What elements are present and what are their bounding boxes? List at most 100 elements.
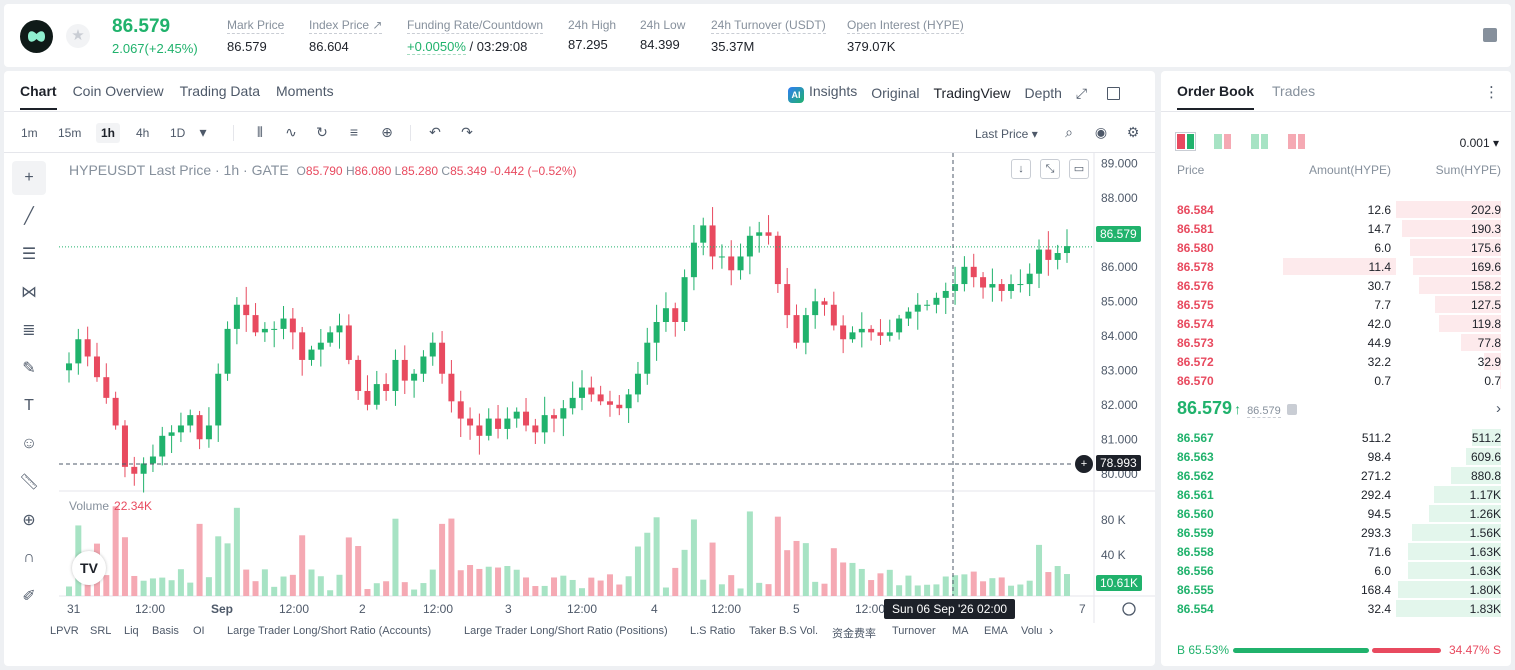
ask-row[interactable]: 86.575 7.7 127.5 [1161, 295, 1511, 314]
stat-index-price[interactable]: Index Price ↗ 86.604 [309, 18, 383, 54]
tab-trading-data[interactable]: Trading Data [179, 83, 261, 99]
zoom-in-icon[interactable]: ⊕ [22, 512, 36, 529]
ask-row[interactable]: 86.581 14.7 190.3 [1161, 219, 1511, 238]
collapse-icon[interactable]: ⤡ [1040, 159, 1060, 179]
pencil-lock-icon[interactable]: ✐ [22, 588, 36, 605]
price-source-select[interactable]: Last Price ▾ [975, 127, 1038, 141]
ask-row[interactable]: 86.570 0.7 0.7 [1161, 371, 1511, 390]
text-tool-icon[interactable]: T [24, 397, 34, 414]
fib-retracement-icon[interactable]: ≣ [22, 322, 36, 339]
gear-icon[interactable]: ⚙ [1126, 124, 1140, 140]
camera-icon[interactable]: ◉ [1094, 124, 1108, 140]
ask-row[interactable]: 86.580 6.0 175.6 [1161, 238, 1511, 257]
indicator-toggle[interactable]: OI [193, 625, 205, 637]
indicator-toggle[interactable]: MA [952, 625, 969, 637]
fit-screen-icon[interactable]: ▭ [1069, 159, 1089, 179]
mode-bids-icon[interactable] [1251, 134, 1268, 149]
indicator-toggle[interactable]: L.S Ratio [690, 625, 736, 637]
indicator-toggle[interactable]: SRL [90, 625, 112, 637]
candle-type-icon[interactable]: ⫴ [257, 124, 263, 140]
bid-row[interactable]: 86.560 94.5 1.26K [1161, 504, 1511, 523]
volume-bar [625, 576, 632, 596]
indicator-toggle[interactable]: 资金费率 [832, 628, 876, 640]
precision-select[interactable]: 0.001 ▾ [1459, 136, 1499, 150]
candle-body [233, 304, 240, 329]
ruler-icon[interactable]: 📏︎ [18, 474, 40, 491]
mode-both-icon[interactable] [1175, 132, 1196, 151]
indicator-toggle[interactable]: EMA [984, 625, 1008, 637]
parallel-channel-icon[interactable]: ☰ [21, 246, 37, 263]
interval-1m[interactable]: 1m [21, 126, 38, 140]
indicator-toggle[interactable]: Basis [152, 625, 179, 637]
interval-1d[interactable]: 1D [170, 126, 186, 140]
ask-row[interactable]: 86.578 11.4 169.6 [1161, 257, 1511, 276]
mode-both-alt-icon[interactable] [1214, 134, 1231, 149]
volume-bar [709, 542, 716, 596]
candlestick-chart[interactable]: 89.00088.00087.00086.00085.00084.00083.0… [59, 153, 1155, 666]
mid-price-row[interactable]: 86.579 ↑ 86.579 › [1177, 398, 1501, 422]
magnet-icon[interactable]: ∩ [23, 549, 35, 566]
ask-row[interactable]: 86.573 44.9 77.8 [1161, 333, 1511, 352]
more-options-icon[interactable]: ⋮ [1484, 84, 1499, 101]
indicators-icon[interactable]: ∿ [285, 124, 297, 140]
bid-row[interactable]: 86.559 293.3 1.56K [1161, 523, 1511, 542]
brush-icon[interactable]: ✎ [22, 360, 36, 377]
indicator-toggle[interactable]: LPVR [50, 625, 79, 637]
tab-moments[interactable]: Moments [276, 83, 334, 99]
view-tradingview[interactable]: TradingView [933, 85, 1011, 101]
tab-chart[interactable]: Chart [20, 83, 57, 110]
favorite-star-icon[interactable]: ★ [66, 24, 90, 48]
bid-row[interactable]: 86.554 32.4 1.83K [1161, 599, 1511, 618]
redo-icon[interactable]: ↷ [461, 124, 473, 140]
add-alert-icon[interactable]: ⊕ [381, 124, 393, 140]
emoji-icon[interactable]: ☺ [20, 435, 38, 452]
tab-trades[interactable]: Trades [1272, 83, 1316, 99]
ask-row[interactable]: 86.584 12.6 202.9 [1161, 200, 1511, 219]
scroll-down-icon[interactable]: ↓ [1011, 159, 1031, 179]
bid-price: 86.554 [1177, 602, 1214, 616]
interval-4h[interactable]: 4h [136, 126, 150, 140]
tab-order-book[interactable]: Order Book [1177, 83, 1255, 110]
bid-row[interactable]: 86.556 6.0 1.63K [1161, 561, 1511, 580]
indicator-toggle[interactable]: Liq [124, 625, 139, 637]
ask-row[interactable]: 86.572 32.2 32.9 [1161, 352, 1511, 371]
indicator-toggle[interactable]: Large Trader Long/Short Ratio (Accounts) [227, 625, 432, 637]
search-icon[interactable]: ⌕ [1065, 124, 1073, 140]
interval-1h[interactable]: 1h [96, 123, 121, 143]
pattern-icon[interactable]: ⋈ [21, 284, 37, 301]
chevron-right-icon[interactable]: › [1496, 400, 1501, 417]
bid-row[interactable]: 86.558 71.6 1.63K [1161, 542, 1511, 561]
indicator-toggle[interactable]: Turnover [892, 625, 936, 637]
bid-row[interactable]: 86.562 271.2 880.8 [1161, 466, 1511, 485]
indicator-toggle[interactable]: Taker B.S Vol. [749, 625, 819, 637]
ask-row[interactable]: 86.574 42.0 119.8 [1161, 314, 1511, 333]
ask-price: 86.578 [1177, 260, 1214, 274]
crosshair-icon[interactable]: + [12, 161, 46, 195]
bid-row[interactable]: 86.561 292.4 1.17K [1161, 485, 1511, 504]
undo-icon[interactable]: ↶ [429, 124, 441, 140]
tab-coin-overview[interactable]: Coin Overview [72, 83, 164, 99]
view-depth[interactable]: Depth [1024, 85, 1062, 101]
indicator-toggle[interactable]: Large Trader Long/Short Ratio (Positions… [464, 625, 668, 637]
chevron-right-icon[interactable]: › [1049, 623, 1054, 638]
templates-icon[interactable]: ≡ [349, 124, 359, 140]
insights-button[interactable]: AI Insights [788, 83, 857, 103]
add-order-icon[interactable]: + [1074, 454, 1094, 474]
bid-row[interactable]: 86.563 98.4 609.6 [1161, 447, 1511, 466]
window-icon[interactable] [1107, 86, 1121, 100]
expand-icon[interactable]: ⤢ [1075, 84, 1088, 101]
price-chart[interactable]: 89.00088.00087.00086.00085.00084.00083.0… [59, 153, 1155, 666]
bid-row[interactable]: 86.555 168.4 1.80K [1161, 580, 1511, 599]
bid-row[interactable]: 86.567 511.2 511.2 [1161, 428, 1511, 447]
indicator-toggle[interactable]: Volu [1021, 625, 1043, 637]
depth-bar [1499, 372, 1501, 389]
interval-dropdown-icon[interactable]: ▾ [199, 124, 207, 140]
trend-line-icon[interactable]: ╱ [24, 208, 34, 225]
view-original[interactable]: Original [871, 85, 920, 101]
compare-icon[interactable]: ↻ [316, 124, 328, 140]
ask-row[interactable]: 86.576 30.7 158.2 [1161, 276, 1511, 295]
mode-asks-icon[interactable] [1288, 134, 1305, 149]
interval-15m[interactable]: 15m [58, 126, 82, 140]
tradingview-logo[interactable]: TV [72, 551, 106, 585]
notebook-icon[interactable] [1483, 28, 1497, 42]
